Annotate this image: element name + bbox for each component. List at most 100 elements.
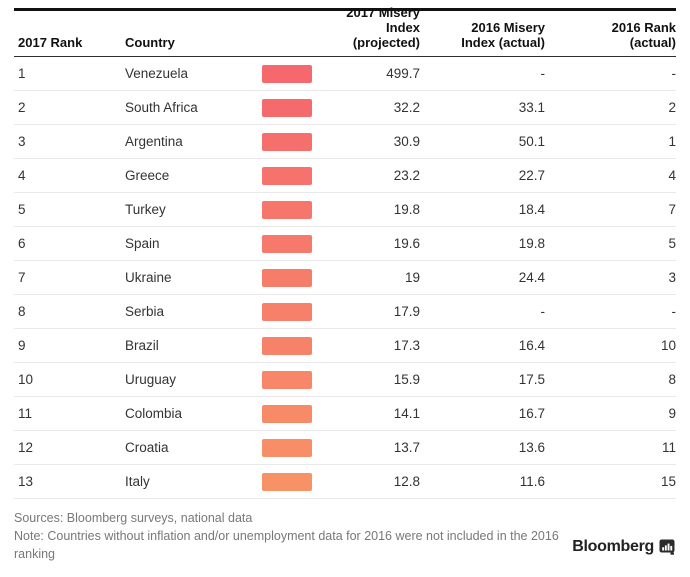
rank-2016-cell: 4 [668, 168, 676, 183]
bar-swatch [262, 234, 312, 253]
bar-cell [262, 370, 312, 389]
rank-2017-cell: 10 [18, 372, 34, 387]
misery-2017-cell: 499.7 [386, 66, 420, 81]
country-cell: Brazil [125, 338, 159, 353]
rank-2016-cell: - [671, 304, 677, 319]
header-2016-misery-line1: 2016 Misery [471, 20, 545, 35]
bar-cell [262, 200, 312, 219]
table-row: 3 Argentina 30.9 50.1 1 [14, 125, 676, 159]
rank-2016-cell: 11 [661, 440, 676, 455]
country-cell: Venezuela [125, 66, 189, 81]
country-cell: Italy [125, 474, 150, 489]
rank-2017-cell: 12 [18, 440, 34, 455]
bar-swatch [262, 370, 312, 389]
bar-cell [262, 132, 312, 151]
footer: Sources: Bloomberg surveys, national dat… [14, 499, 676, 563]
rank-2017-cell: 11 [18, 406, 33, 421]
bar-swatch [262, 472, 312, 491]
country-cell: Turkey [125, 202, 166, 217]
rank-2017-cell: 2 [18, 100, 26, 115]
header-2017-misery-line2: (projected) [352, 35, 420, 50]
country-cell: Croatia [125, 440, 169, 455]
bloomberg-logo: Bloomberg [572, 538, 676, 556]
bar-swatch [262, 268, 312, 287]
country-cell: Uruguay [125, 372, 177, 387]
rank-2016-cell: 3 [668, 270, 676, 285]
bloomberg-wordmark: Bloomberg [572, 538, 654, 555]
misery-2016-cell: 24.4 [518, 270, 545, 285]
misery-2017-cell: 12.8 [393, 474, 420, 489]
rank-2017-cell: 5 [18, 202, 26, 217]
misery-2016-cell: 13.6 [518, 440, 545, 455]
bar-swatch [262, 302, 312, 321]
bar-swatch [262, 404, 312, 423]
rank-2016-cell: 2 [668, 100, 676, 115]
rank-2017-cell: 7 [18, 270, 26, 285]
header-2016-misery-index: 2016 Misery Index (actual) [420, 20, 545, 50]
header-2016-rank-line2: (actual) [629, 35, 676, 50]
misery-2017-cell: 23.2 [393, 168, 420, 183]
table-header-row: 2017 Rank Country 2017 Misery Index (pro… [14, 5, 676, 57]
rank-2017-cell: 13 [18, 474, 34, 489]
header-2016-rank: 2016 Rank (actual) [545, 20, 676, 50]
rank-2017-cell: 1 [18, 66, 26, 81]
misery-2016-cell: 50.1 [518, 134, 545, 149]
misery-2017-cell: 19.8 [393, 202, 420, 217]
table-row: 11 Colombia 14.1 16.7 9 [14, 397, 676, 431]
bar-swatch [262, 336, 312, 355]
country-cell: Spain [125, 236, 160, 251]
bar-cell [262, 166, 312, 185]
table-body: 1 Venezuela 499.7 - - 2 South Africa 32.… [14, 57, 676, 499]
bloomberg-chart-icon [659, 539, 675, 555]
header-country: Country [125, 35, 175, 50]
country-cell: Ukraine [125, 270, 172, 285]
country-cell: Serbia [125, 304, 165, 319]
table-row: 1 Venezuela 499.7 - - [14, 57, 676, 91]
header-2017-rank: 2017 Rank [18, 35, 83, 50]
note-text: Note: Countries without inflation and/or… [14, 529, 559, 561]
top-rule [14, 8, 676, 11]
misery-2017-cell: 30.9 [393, 134, 420, 149]
bar-swatch [262, 132, 312, 151]
country-cell: Argentina [125, 134, 183, 149]
rank-2016-cell: 10 [660, 338, 676, 353]
misery-2016-cell: - [540, 304, 546, 319]
misery-2016-cell: 18.4 [518, 202, 545, 217]
table-row: 9 Brazil 17.3 16.4 10 [14, 329, 676, 363]
table-row: 2 South Africa 32.2 33.1 2 [14, 91, 676, 125]
rank-2017-cell: 4 [18, 168, 26, 183]
misery-2017-cell: 19 [404, 270, 420, 285]
bar-swatch [262, 98, 312, 117]
rank-2017-cell: 9 [18, 338, 26, 353]
table-row: 6 Spain 19.6 19.8 5 [14, 227, 676, 261]
table-row: 5 Turkey 19.8 18.4 7 [14, 193, 676, 227]
misery-2016-cell: 33.1 [518, 100, 545, 115]
misery-2016-cell: 22.7 [518, 168, 545, 183]
misery-2017-cell: 17.3 [393, 338, 420, 353]
misery-2017-cell: 13.7 [393, 440, 420, 455]
bar-cell [262, 268, 312, 287]
header-2016-rank-line1: 2016 Rank [611, 20, 676, 35]
rank-2017-cell: 6 [18, 236, 26, 251]
rank-2016-cell: - [671, 66, 677, 81]
country-cell: Greece [125, 168, 170, 183]
misery-2017-cell: 19.6 [393, 236, 420, 251]
bar-swatch [262, 64, 312, 83]
header-2017-misery-line1: 2017 Misery Index [346, 5, 420, 35]
bar-cell [262, 472, 312, 491]
misery-2017-cell: 17.9 [393, 304, 420, 319]
table-row: 12 Croatia 13.7 13.6 11 [14, 431, 676, 465]
misery-2017-cell: 14.1 [393, 406, 420, 421]
rank-2016-cell: 1 [668, 134, 676, 149]
rank-2016-cell: 8 [668, 372, 676, 387]
misery-2016-cell: - [540, 66, 546, 81]
header-2017-misery-index: 2017 Misery Index (projected) [312, 5, 420, 50]
header-2016-misery-line2: Index (actual) [461, 35, 545, 50]
bar-cell [262, 98, 312, 117]
rank-2016-cell: 5 [668, 236, 676, 251]
table-row: 13 Italy 12.8 11.6 15 [14, 465, 676, 499]
table-row: 10 Uruguay 15.9 17.5 8 [14, 363, 676, 397]
bar-cell [262, 336, 312, 355]
rank-2016-cell: 15 [660, 474, 676, 489]
bar-swatch [262, 200, 312, 219]
